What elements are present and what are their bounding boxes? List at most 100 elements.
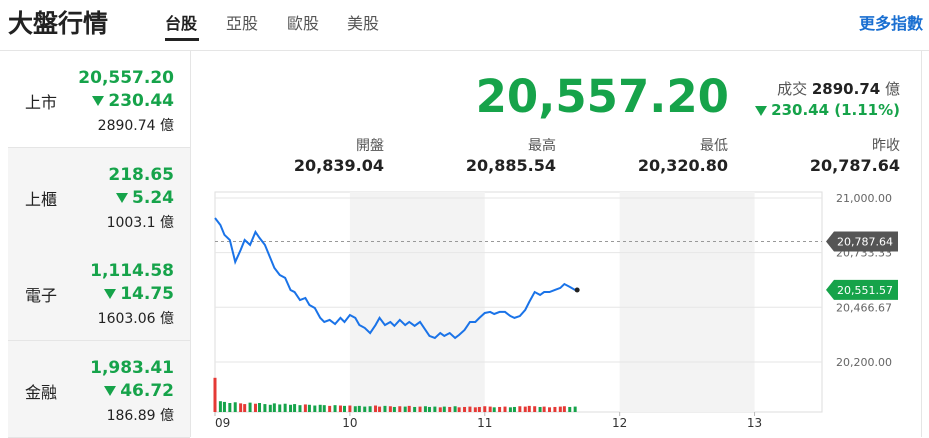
divider bbox=[921, 51, 922, 437]
stat-label: 最高 bbox=[528, 138, 556, 154]
index-change-value: 230.44 bbox=[108, 91, 174, 111]
index-change: 46.72 bbox=[104, 381, 174, 401]
price-tag-label: 20,551.57 bbox=[837, 284, 893, 297]
x-tick-label: 09 bbox=[215, 416, 230, 430]
volume-bar bbox=[553, 406, 557, 412]
volume-bar bbox=[353, 406, 357, 412]
volume: 2890.74 bbox=[811, 80, 881, 98]
volume-bar bbox=[512, 406, 516, 412]
index-change-value: 5.24 bbox=[132, 187, 174, 208]
volume-bar bbox=[239, 403, 243, 412]
volume-bar bbox=[562, 406, 566, 412]
volume-bar bbox=[268, 404, 272, 412]
index-change: 5.24 bbox=[116, 188, 174, 208]
tab[interactable]: 亞股 bbox=[226, 14, 259, 33]
index-change-value: 14.75 bbox=[120, 284, 174, 304]
volume-label: 成交 bbox=[777, 80, 808, 98]
x-tick-label: 13 bbox=[747, 416, 762, 430]
volume-bar bbox=[503, 406, 507, 412]
volume-bar bbox=[448, 406, 452, 412]
volume-bar bbox=[433, 406, 437, 412]
volume-bar bbox=[508, 407, 512, 412]
volume-bar bbox=[473, 407, 477, 412]
volume-bar bbox=[338, 405, 342, 412]
volume-bar bbox=[213, 377, 217, 412]
volume-bar bbox=[418, 406, 422, 412]
index-change: 14.75 bbox=[104, 284, 174, 304]
more-link[interactable]: 更多指數 bbox=[858, 14, 923, 33]
divider bbox=[0, 50, 929, 51]
stat-label: 最低 bbox=[700, 138, 728, 154]
index-change-value: 46.72 bbox=[120, 380, 174, 401]
divider bbox=[190, 51, 191, 437]
index-item[interactable]: 電子 1,114.58 14.75 1603.06 億 bbox=[8, 244, 190, 341]
volume-bar bbox=[392, 406, 396, 412]
index-name: 上市 bbox=[25, 93, 58, 112]
volume-bar bbox=[272, 403, 276, 412]
stat-value: 20,787.64 bbox=[809, 156, 900, 175]
tab[interactable]: 台股 bbox=[165, 14, 198, 33]
index-value: 1,114.58 bbox=[90, 261, 174, 281]
volume-bar bbox=[258, 403, 262, 412]
session-band bbox=[349, 192, 485, 412]
volume-bar bbox=[527, 405, 531, 412]
index-item[interactable]: 金融 1,983.41 46.72 186.89 億 bbox=[8, 340, 190, 438]
volume-bar bbox=[498, 406, 502, 412]
volume-bar bbox=[483, 406, 487, 412]
volume-bar bbox=[368, 406, 372, 412]
volume-bar bbox=[388, 406, 392, 412]
volume-bar bbox=[289, 404, 293, 412]
index-volume: 1603.06 億 bbox=[97, 311, 174, 327]
volume-bar bbox=[322, 405, 326, 412]
price-tag-label: 20,787.64 bbox=[837, 235, 893, 248]
tab[interactable]: 歐股 bbox=[287, 14, 320, 33]
volume-bar bbox=[488, 406, 492, 412]
stat-value: 20,320.80 bbox=[637, 156, 728, 175]
price-tag bbox=[826, 231, 898, 252]
index-value: 20,557.20 bbox=[78, 68, 174, 88]
volume-bar bbox=[383, 405, 387, 412]
volume-bar bbox=[548, 407, 552, 412]
page-title: 大盤行情 bbox=[8, 9, 109, 38]
tab[interactable]: 美股 bbox=[347, 14, 380, 33]
volume-bar bbox=[492, 407, 496, 412]
last-point bbox=[574, 287, 580, 293]
session-band bbox=[619, 192, 755, 412]
y-tick-label: 20,200.00 bbox=[836, 356, 892, 369]
volume-bar bbox=[568, 406, 572, 412]
volume-bar bbox=[477, 406, 481, 412]
index-name: 上櫃 bbox=[25, 189, 58, 209]
stat-value: 20,839.04 bbox=[293, 156, 384, 175]
change-value: 230.44 (1.11%) bbox=[771, 101, 900, 119]
volume-bar bbox=[357, 405, 361, 412]
volume-bar bbox=[442, 406, 446, 412]
volume-bar bbox=[438, 407, 442, 412]
volume-bar bbox=[558, 406, 562, 412]
price-tag bbox=[826, 279, 898, 300]
volume-bar bbox=[573, 406, 577, 412]
index-item[interactable]: 上櫃 218.65 5.24 1003.1 億 bbox=[8, 147, 190, 245]
volume-bar bbox=[348, 405, 352, 412]
stat-value: 20,885.54 bbox=[465, 156, 556, 175]
x-tick-label: 11 bbox=[477, 416, 492, 430]
volume-bar bbox=[303, 404, 307, 412]
index-volume: 2890.74 億 bbox=[97, 118, 174, 134]
volume-bar bbox=[278, 404, 282, 412]
x-tick-label: 12 bbox=[612, 416, 627, 430]
volume-bar bbox=[218, 401, 222, 412]
index-change: 230.44 bbox=[92, 91, 174, 111]
index-name: 金融 bbox=[25, 382, 58, 402]
volume-bar bbox=[523, 406, 527, 412]
y-tick-label: 20,466.67 bbox=[836, 301, 892, 314]
volume-bar bbox=[293, 404, 297, 412]
index-item[interactable]: 上市 20,557.20 230.44 2890.74 億 bbox=[8, 51, 190, 148]
volume-bar bbox=[233, 402, 237, 412]
index-value: 1,983.41 bbox=[90, 357, 174, 378]
volume-bar bbox=[333, 405, 337, 412]
volume-bar bbox=[413, 406, 417, 412]
index-name: 電子 bbox=[25, 286, 58, 305]
volume-bar bbox=[378, 406, 382, 412]
volume-bar bbox=[318, 404, 322, 412]
index-value: 218.65 bbox=[108, 164, 174, 185]
